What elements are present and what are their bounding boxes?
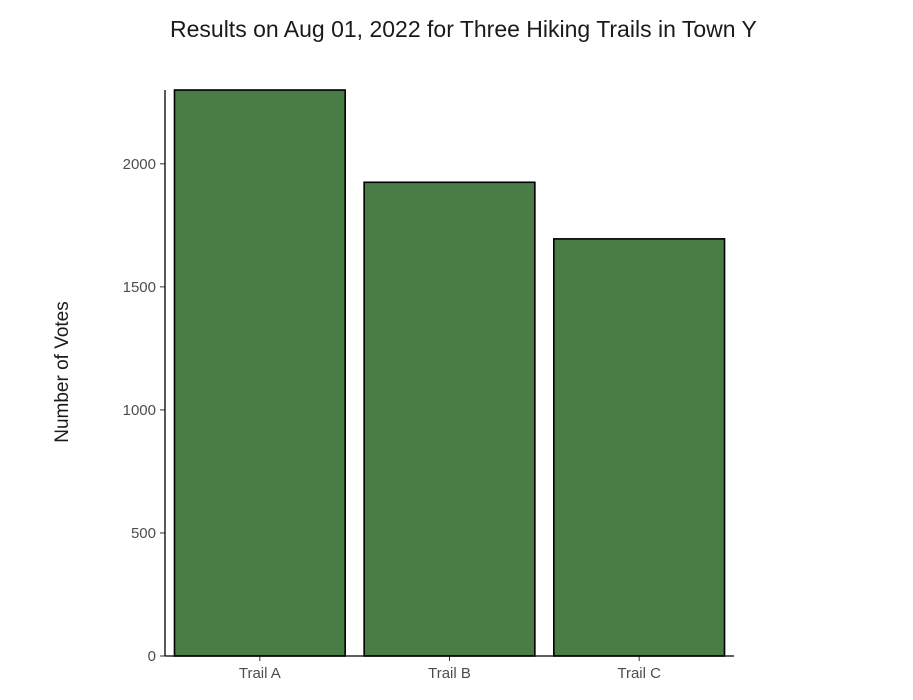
bar-trail-a	[173, 89, 346, 657]
x-axis: Trail A Trail B Trail C	[165, 655, 734, 682]
chart-title: Results on Aug 01, 2022 for Three Hiking…	[170, 16, 757, 42]
y-tick-label: 1000	[123, 402, 156, 419]
x-tick-label: Trail C	[617, 665, 661, 682]
y-tick-label: 500	[131, 525, 156, 542]
y-axis-title: Number of Votes	[52, 301, 73, 443]
bar-trail-b	[363, 181, 536, 657]
x-tick-label: Trail B	[428, 665, 471, 682]
bar-trail-c	[553, 238, 726, 657]
y-axis: 0 500 1000 1500 2000	[123, 90, 166, 665]
bars-layer	[173, 89, 726, 657]
x-tick-label: Trail A	[239, 665, 281, 682]
y-tick-label: 0	[148, 648, 156, 665]
y-tick-label: 1500	[123, 279, 156, 296]
y-tick-label: 2000	[123, 156, 156, 173]
